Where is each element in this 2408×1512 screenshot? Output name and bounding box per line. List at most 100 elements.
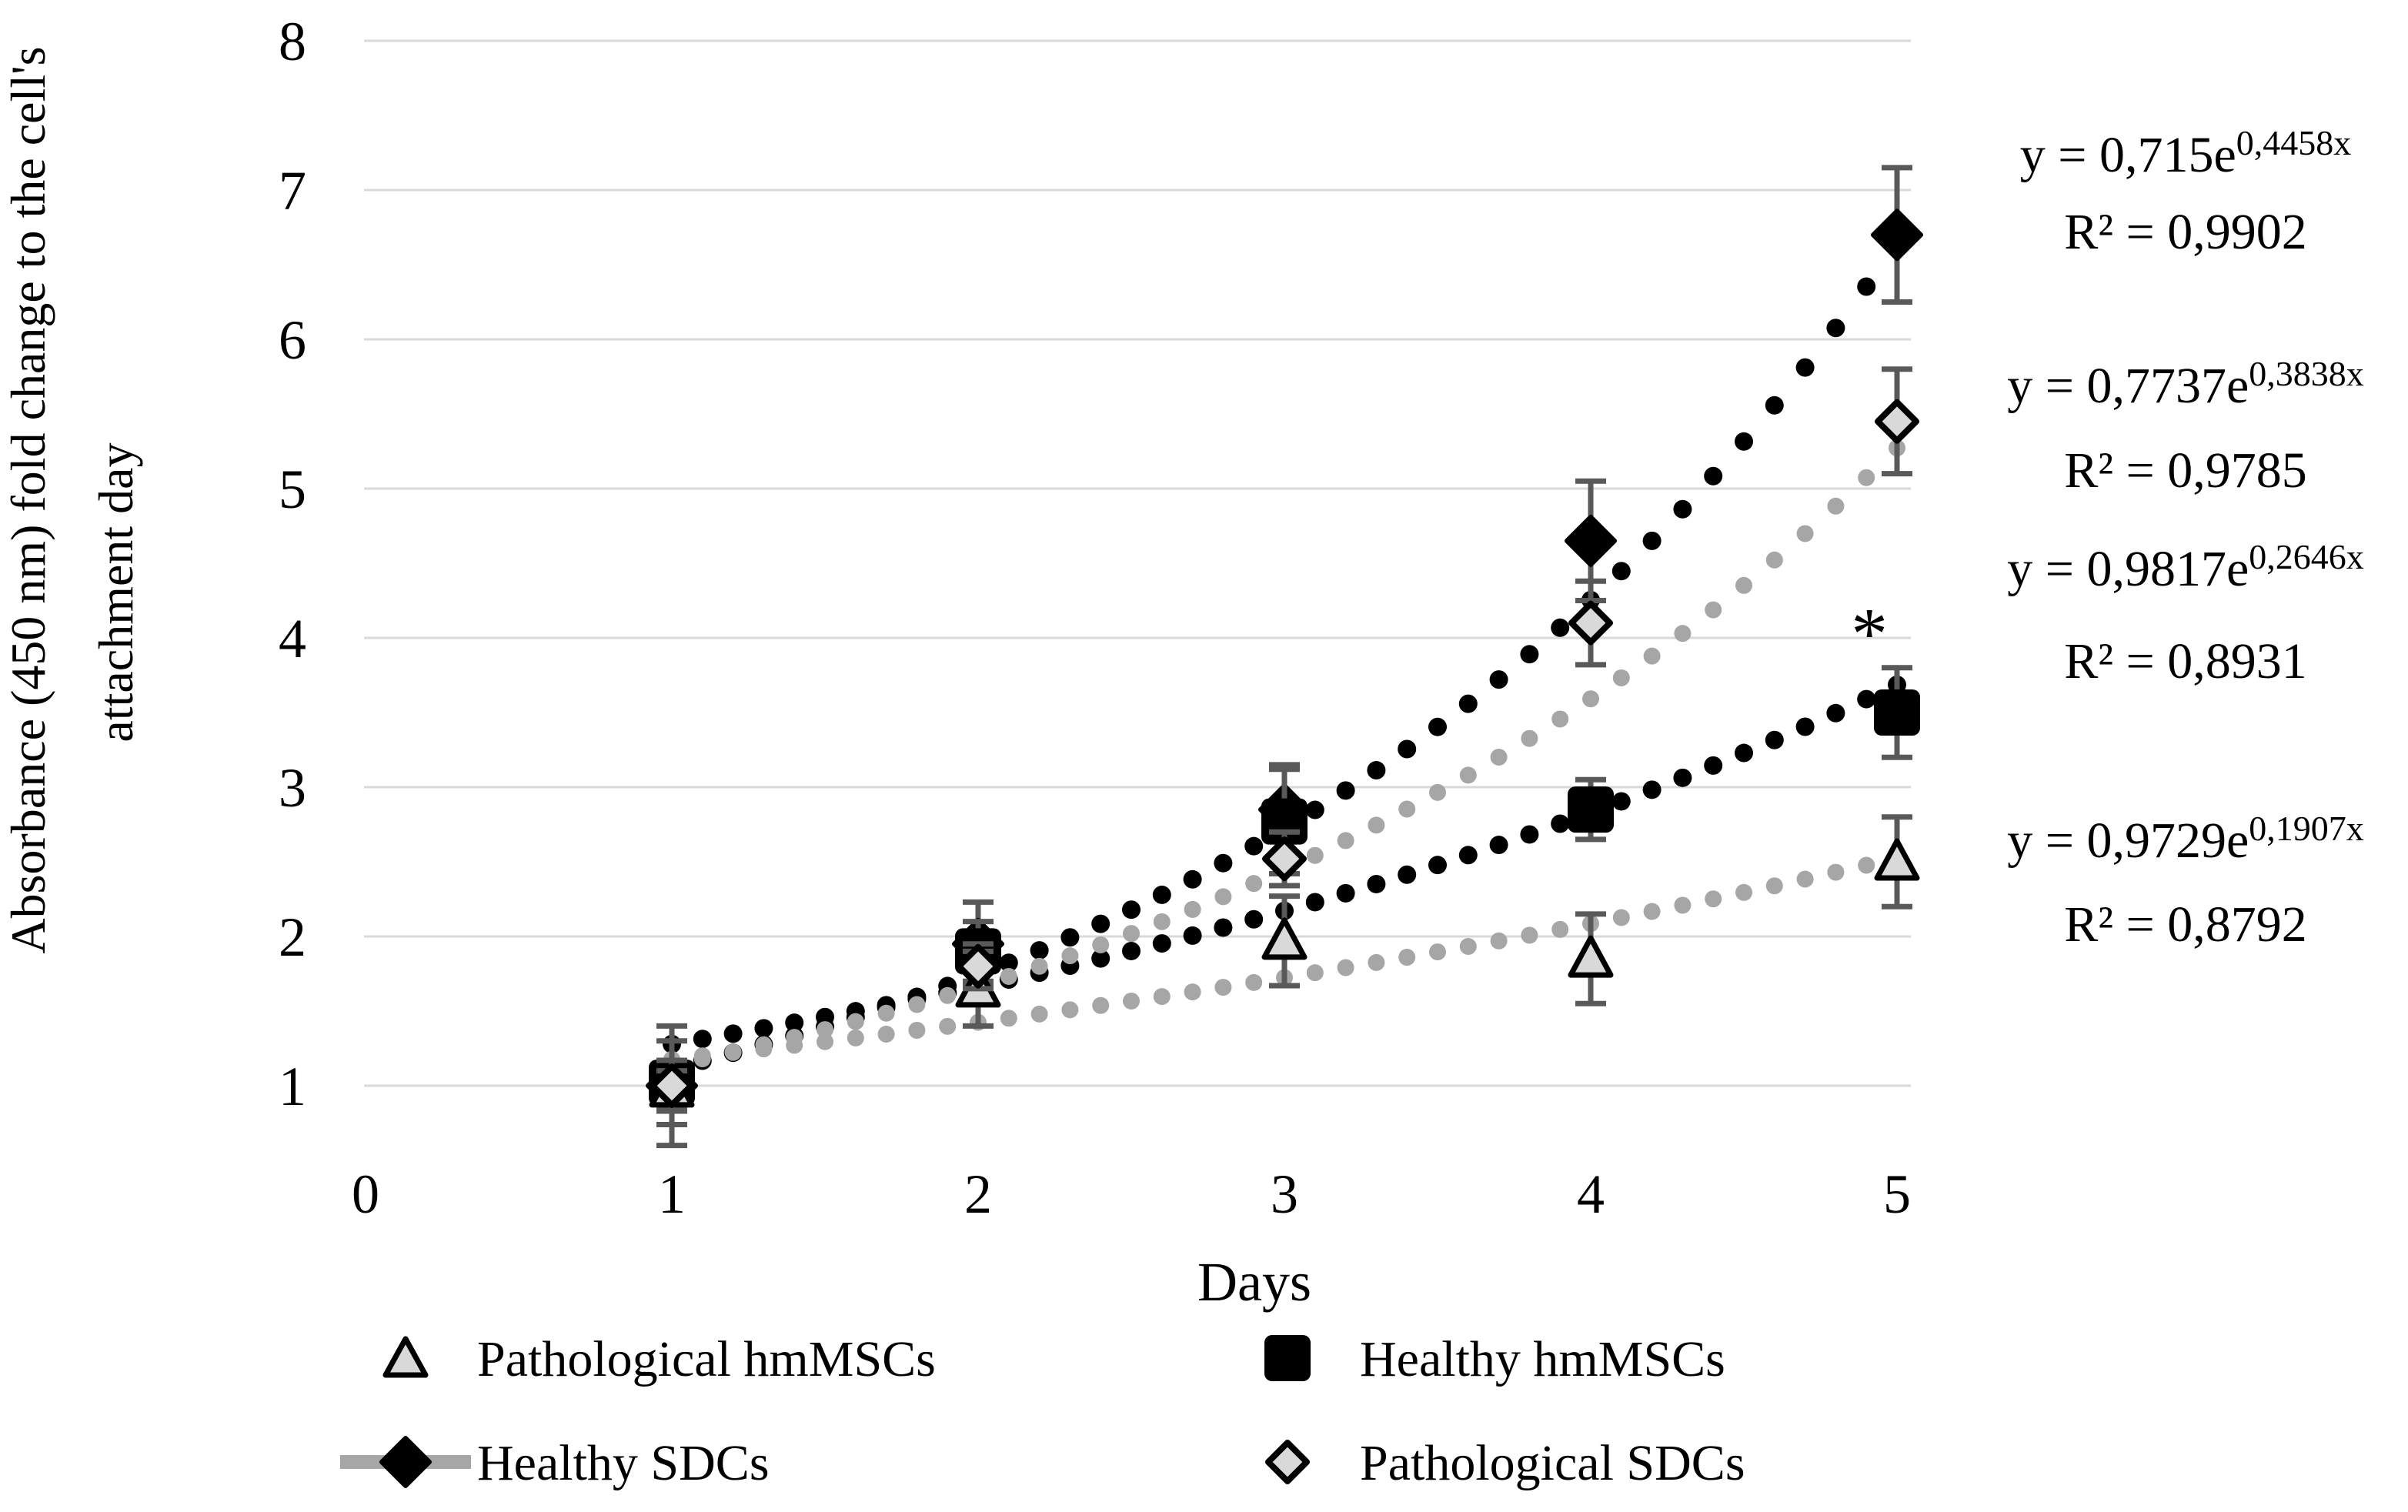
trendline-dot (1244, 910, 1264, 929)
trendline-dot (1857, 689, 1876, 709)
trendline-dot (1490, 932, 1508, 950)
trendline-dot (693, 1030, 712, 1049)
trendline-dot (1490, 748, 1508, 766)
trendline-dot (1183, 926, 1202, 945)
data-series (646, 165, 1923, 1149)
trendline-dot (1765, 730, 1784, 749)
trendline-dot (1398, 800, 1416, 818)
data-point-diamond-open (1875, 399, 1919, 444)
y-tick-label: 6 (279, 309, 306, 371)
trendline-dot (1092, 996, 1110, 1014)
trendline-dot (1735, 743, 1753, 763)
y-tick-label: 2 (279, 906, 306, 968)
data-point-diamond (1871, 209, 1923, 262)
trendline-dot (1336, 781, 1355, 800)
trendline-dot (1643, 903, 1661, 920)
trendline-dot (1858, 856, 1875, 874)
legend-label: Pathological SDCs (1360, 1435, 1745, 1491)
trendline-dot (1857, 277, 1876, 296)
trendline-dot (1030, 957, 1048, 975)
trendline-dot (1551, 920, 1569, 938)
trendline-dot (1520, 825, 1539, 844)
trendline-dot (1000, 1010, 1017, 1027)
x-axis-title: Days (1197, 1251, 1311, 1313)
trendline-dot (1184, 900, 1201, 918)
trendline-dot (1337, 832, 1354, 849)
trendline-dot (1429, 943, 1446, 961)
trendline-dot (693, 1050, 711, 1068)
trendline-dot (1765, 877, 1783, 895)
trendline-dot (1061, 947, 1079, 965)
trendline-dot (1674, 625, 1692, 643)
trendline-dot (1306, 846, 1324, 864)
x-tick-label: 5 (1883, 1163, 1911, 1225)
equation-text: y = 0,715e0,4458x (2020, 123, 2352, 183)
legend: Pathological hmMSCs Healthy hmMSCs Healt… (340, 1331, 1745, 1491)
trendline-dot (1030, 941, 1049, 960)
trendline-dot (908, 996, 926, 1013)
trendline-dot (1122, 941, 1141, 960)
trendline-dot (1061, 1001, 1079, 1019)
trendline-dot (1826, 703, 1845, 723)
equation-text: y = 0,7737e0,3838x (2007, 354, 2364, 414)
trendline-dot (908, 1021, 926, 1039)
legend-label: Healthy hmMSCs (1360, 1331, 1725, 1387)
trendline-dot (1551, 814, 1570, 833)
trendline-dot (1673, 499, 1692, 519)
legend-label: Pathological hmMSCs (477, 1331, 936, 1387)
trendline-dot (1337, 959, 1354, 976)
trendline-dot (1152, 934, 1171, 953)
trendline-dot (1214, 888, 1232, 906)
trendline-dot (1214, 853, 1233, 873)
trendline-dot (1704, 756, 1723, 775)
trendline-dot (1245, 875, 1263, 893)
trendline-dot (877, 1004, 895, 1022)
x-tick-label: 1 (658, 1163, 686, 1225)
trendline-dot (939, 1017, 957, 1035)
trendline-dot (1244, 836, 1264, 856)
trendline-dot (939, 986, 957, 1004)
y-tick-label: 5 (279, 459, 306, 520)
y-axis-title-line2: attachment day (89, 442, 143, 742)
trendline-dot (1611, 562, 1631, 581)
y-axis-tick-labels: 1 2 3 4 5 6 7 8 (279, 11, 306, 1117)
trendline-dot (785, 1013, 804, 1033)
trendline-dot (1398, 739, 1417, 759)
trendline-dot (1705, 890, 1722, 908)
trendline-dot (1551, 618, 1570, 637)
trendline-dot (1705, 601, 1722, 619)
trendline-dot (1153, 913, 1171, 930)
r-squared-text: R² = 0,8931 (2064, 633, 2307, 689)
y-axis-title-line1: Absorbance (450 nm) fold change to the c… (1, 46, 55, 953)
legend-item-healthy-sdcs: Healthy SDCs (340, 1435, 770, 1491)
trendline-dot (999, 953, 1018, 973)
trendline-dot (786, 1029, 803, 1046)
trendline-dot (1030, 1005, 1048, 1023)
series-healthy-sdcs (646, 165, 1923, 1149)
trendline-dot (1735, 432, 1753, 451)
trendline-dot (1796, 870, 1814, 888)
trendline-dot (1642, 780, 1662, 799)
data-point-triangle (1261, 917, 1308, 960)
y-tick-label: 7 (279, 160, 306, 222)
x-axis-tick-labels: 0 1 2 3 4 5 (352, 1163, 1911, 1225)
r-squared-text: R² = 0,9785 (2064, 442, 2307, 499)
trendline-dot (1214, 918, 1233, 937)
trendline-dot (1183, 869, 1202, 889)
trendline-dot (817, 1033, 833, 1050)
trendline-dot (1612, 669, 1630, 686)
trendline-dot (1521, 926, 1538, 944)
trendline-dot (1398, 865, 1417, 884)
trendline-dot (1152, 885, 1171, 904)
trendline-dot (1123, 992, 1140, 1010)
trendline-dot (1582, 690, 1599, 708)
trendline-dot (723, 1024, 743, 1043)
data-point-diamond (1565, 514, 1617, 567)
equation-block-healthy-sdcs: y = 0,715e0,4458x R² = 0,9902 (2020, 123, 2352, 260)
trendline-dot (724, 1043, 742, 1061)
data-point-diamond-open (956, 943, 1000, 989)
trendline-dot (1092, 936, 1110, 953)
data-point-square (1568, 786, 1614, 833)
